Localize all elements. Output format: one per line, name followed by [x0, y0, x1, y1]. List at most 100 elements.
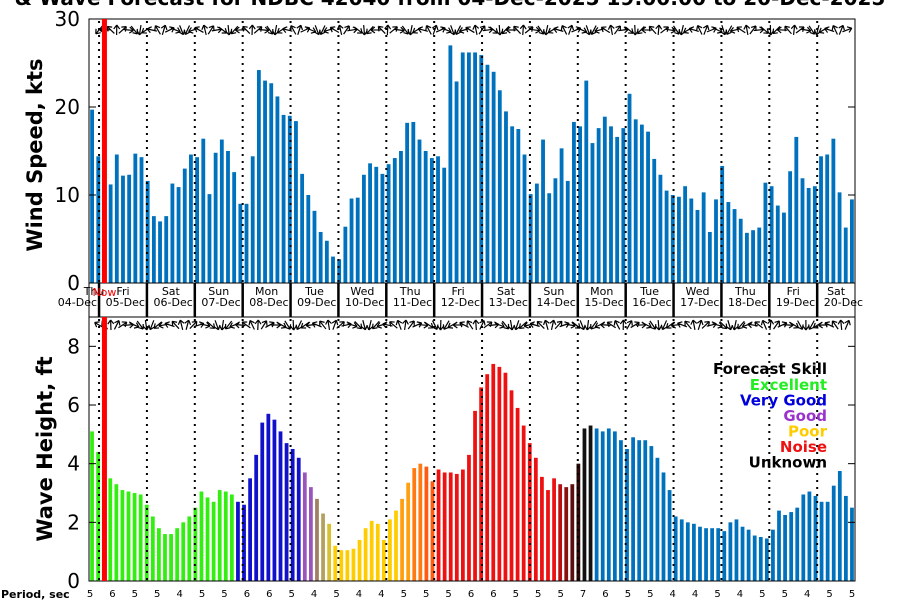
wind-bar — [714, 199, 718, 283]
wave-bar — [692, 524, 696, 581]
wave-direction-arrow — [795, 319, 805, 331]
period-axis-label: Period, sec — [1, 588, 70, 600]
wave-bar — [339, 550, 343, 581]
wind-bar — [343, 227, 347, 283]
period-value: 4 — [378, 589, 384, 600]
wind-bar — [269, 83, 273, 283]
wind-bar — [844, 228, 848, 283]
wave-bar — [333, 546, 337, 581]
wave-bar — [175, 528, 179, 581]
wave-direction-arrow — [647, 319, 658, 331]
period-value: 5 — [401, 589, 407, 600]
wave-bar — [181, 522, 185, 581]
wind-bar — [739, 219, 743, 283]
wind-bar — [158, 221, 162, 283]
wave-bar — [303, 472, 307, 581]
arrow-shaft — [783, 325, 793, 326]
wind-bar — [238, 204, 242, 283]
wave-bar — [795, 508, 799, 581]
wave-y-tick-label: 4 — [67, 452, 80, 476]
wind-bar — [665, 191, 669, 283]
arrow-shaft — [258, 320, 259, 330]
wave-direction-arrow — [465, 319, 475, 331]
wave-bar — [121, 490, 125, 581]
wave-bar — [735, 519, 739, 581]
wind-direction-arrow — [837, 24, 846, 36]
wave-direction-arrow — [830, 319, 841, 331]
wind-bar — [677, 197, 681, 283]
period-value: 5 — [445, 589, 451, 600]
wave-bar — [552, 478, 556, 581]
wind-bar — [257, 70, 261, 283]
wave-direction-arrow — [588, 319, 599, 331]
period-value: 5 — [221, 589, 227, 600]
period-value: 6 — [109, 589, 115, 600]
wave-direction-arrow — [370, 319, 381, 330]
wave-bar — [838, 471, 842, 581]
wind-bar — [492, 72, 496, 283]
wind-bar — [251, 156, 255, 283]
wave-bar — [759, 537, 763, 581]
wave-bar — [248, 478, 252, 581]
wave-direction-arrow — [620, 320, 626, 330]
wave-bar — [777, 511, 781, 581]
wind-bar — [646, 132, 650, 283]
wind-bar — [177, 187, 181, 283]
wave-bar — [497, 367, 501, 581]
wave-bar — [595, 428, 599, 581]
legend-entry: Unknown — [749, 454, 827, 472]
wind-bar — [436, 156, 440, 283]
wind-bar — [362, 175, 366, 283]
wave-bar — [570, 484, 574, 581]
wind-direction-arrow — [566, 24, 575, 35]
date-label: 04-Dec — [58, 296, 97, 309]
arrow-shaft — [635, 25, 636, 35]
date-label: 17-Dec — [680, 296, 719, 309]
wave-direction-arrow — [500, 319, 511, 331]
wind-bar — [547, 193, 551, 283]
wave-bar — [728, 522, 732, 581]
wave-bar — [133, 493, 137, 581]
wind-bar — [757, 228, 761, 283]
wave-direction-arrow — [842, 319, 851, 331]
date-label: 13-Dec — [489, 296, 528, 309]
wave-bar — [722, 531, 726, 581]
wave-bar — [680, 519, 684, 581]
wave-direction-arrow — [402, 320, 409, 331]
wind-bar — [115, 155, 119, 283]
period-value: 4 — [670, 589, 676, 600]
wind-bar — [461, 52, 465, 283]
wind-bar — [516, 129, 520, 283]
wind-bar — [523, 155, 527, 283]
wave-bar — [406, 483, 410, 581]
wave-bar — [218, 490, 222, 581]
wind-bar — [726, 202, 730, 283]
wind-bar — [683, 186, 687, 283]
wave-bar — [826, 502, 830, 581]
wave-bar — [710, 528, 714, 581]
wind-bar — [220, 140, 224, 283]
wind-bar — [770, 186, 774, 283]
wind-bar — [498, 90, 502, 283]
wind-direction-arrow — [830, 24, 840, 36]
wind-bar — [560, 148, 564, 283]
wave-direction-arrow — [223, 319, 234, 331]
wind-bar — [782, 213, 786, 283]
wave-bar — [309, 487, 313, 581]
wave-bar — [297, 458, 301, 581]
wind-bar — [819, 156, 823, 283]
wave-bar — [236, 502, 240, 581]
date-label: 09-Dec — [297, 296, 336, 309]
wind-direction-arrow — [712, 25, 724, 35]
wave-bar — [534, 458, 538, 581]
wind-bar — [152, 216, 156, 283]
wind-bar — [294, 121, 298, 283]
wave-y-axis-label: Wave Height, ft — [33, 356, 57, 541]
period-value: 6 — [468, 589, 474, 600]
wind-bar — [276, 96, 280, 283]
wave-bar — [224, 492, 228, 581]
wind-direction-arrow — [114, 25, 120, 35]
arrow-shaft — [387, 25, 388, 35]
wind-bar — [263, 81, 267, 283]
period-value: 4 — [176, 589, 182, 600]
